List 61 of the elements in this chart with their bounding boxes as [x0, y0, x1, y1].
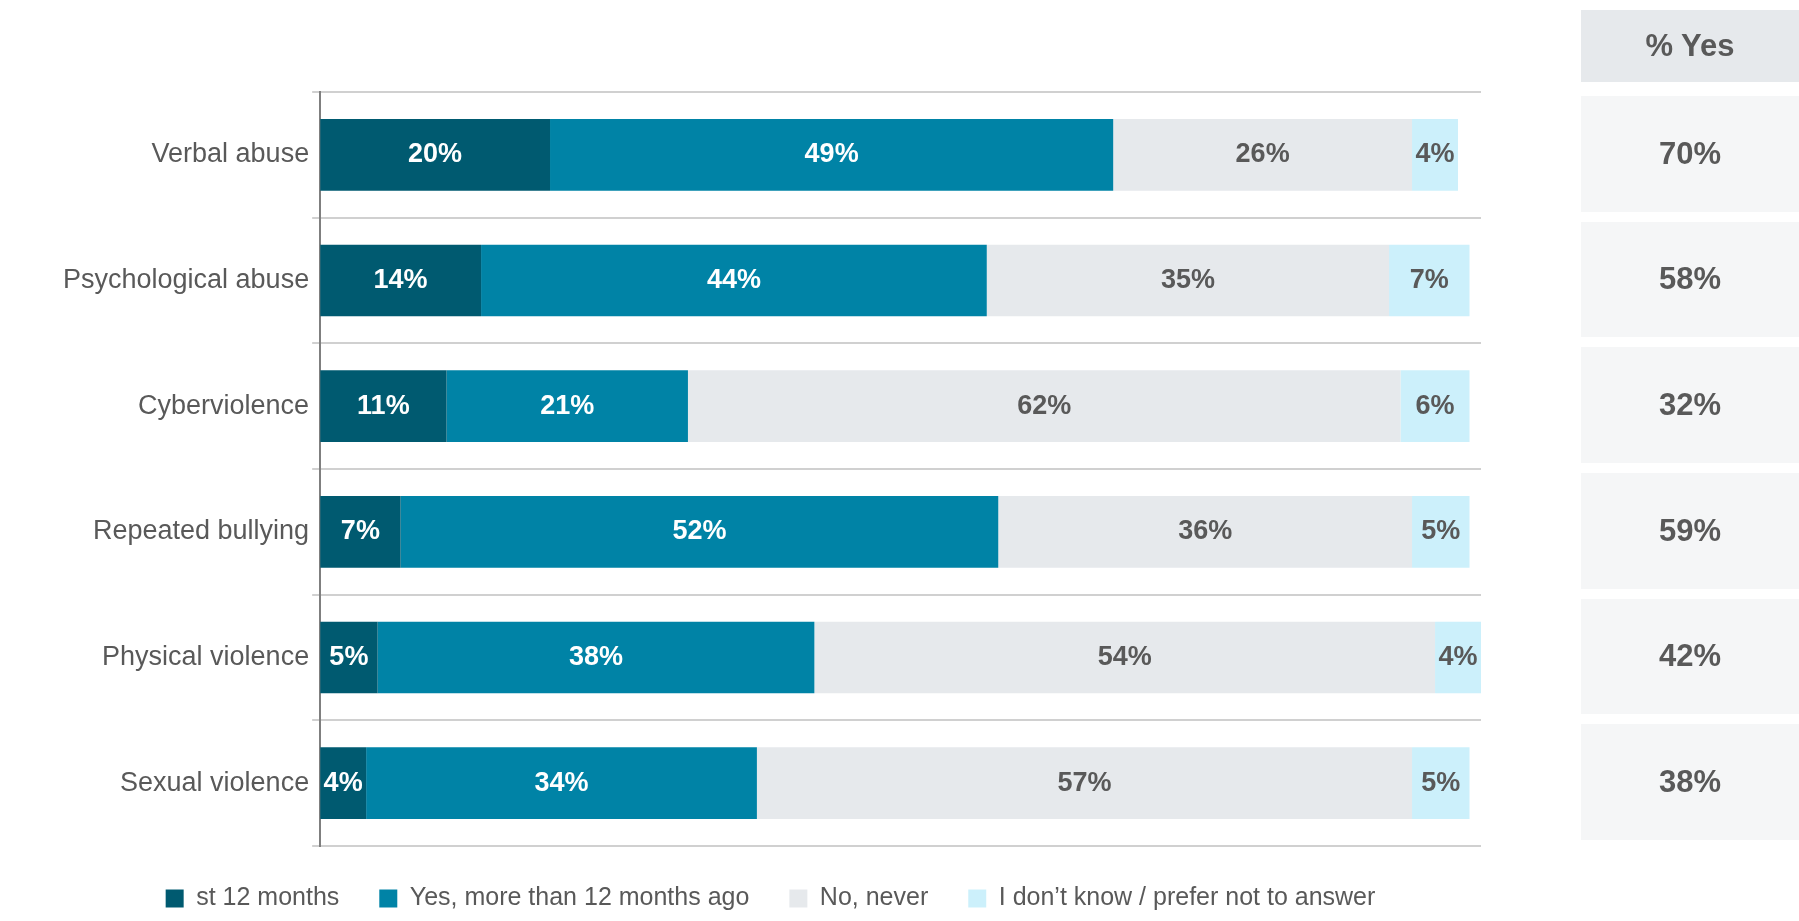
bar — [687, 370, 1401, 442]
bar — [550, 119, 1114, 191]
data-label: 6% — [1415, 389, 1455, 420]
text: 42% — [1581, 598, 1799, 715]
bar — [998, 496, 1413, 568]
data-label: 34% — [534, 766, 589, 797]
bar — [366, 747, 757, 819]
bar — [814, 621, 1436, 694]
y-tick-label: Psychological abuse — [62, 263, 310, 294]
data-label: 52% — [672, 515, 727, 546]
data-label: 5% — [1421, 515, 1461, 546]
y-tick-label: Sexual violence — [120, 766, 310, 797]
bar — [1412, 747, 1470, 819]
data-label: 62% — [1017, 389, 1072, 420]
data-label: 5% — [329, 640, 369, 671]
data-label: 54% — [1097, 640, 1152, 671]
data-label: 4% — [1415, 138, 1455, 169]
y-tick-label: Cyberviolence — [138, 389, 310, 420]
text: 32% — [1581, 347, 1799, 463]
text: 70% — [1581, 96, 1799, 212]
bar — [320, 370, 447, 442]
data-label: 57% — [1057, 766, 1112, 797]
data-label: 14% — [373, 263, 428, 294]
data-label: 21% — [540, 389, 595, 420]
legend-label: I don’t know / prefer not to answer — [998, 882, 1376, 911]
bar — [986, 244, 1390, 317]
bar — [1113, 119, 1413, 191]
data-label: 35% — [1160, 263, 1215, 294]
y-tick-label: Physical violence — [102, 640, 310, 671]
bar — [377, 621, 815, 694]
text: 58% — [1581, 221, 1799, 338]
bar — [1389, 244, 1470, 317]
legend-label: st 12 months — [196, 882, 340, 911]
data-label: 7% — [1409, 263, 1449, 294]
bar — [446, 370, 688, 442]
data-label: 4% — [1438, 640, 1478, 671]
data-label: 20% — [408, 138, 463, 169]
bar — [320, 244, 482, 317]
legend-label: No, never — [819, 882, 929, 911]
bar — [1400, 370, 1470, 442]
text: 38% — [1581, 724, 1799, 840]
data-label: 11% — [357, 389, 410, 420]
data-label: 5% — [1421, 766, 1461, 797]
y-tick-label: Verbal abuse — [151, 138, 310, 169]
bar — [320, 119, 551, 191]
text: % Yes — [1581, 10, 1799, 82]
legend-label: Yes, more than 12 months ago — [409, 882, 750, 911]
bar — [320, 496, 401, 568]
data-label: 26% — [1235, 138, 1290, 169]
y-tick-label: Repeated bullying — [92, 515, 310, 546]
data-label: 7% — [340, 515, 380, 546]
data-label: 4% — [323, 766, 363, 797]
bar — [1412, 496, 1470, 568]
text: 59% — [1581, 473, 1799, 589]
bar — [481, 244, 987, 317]
data-label: 36% — [1178, 515, 1233, 546]
data-label: 38% — [568, 640, 624, 671]
data-label: 44% — [706, 263, 761, 294]
bar — [756, 747, 1413, 819]
bar — [400, 496, 999, 568]
data-label: 49% — [804, 138, 859, 169]
